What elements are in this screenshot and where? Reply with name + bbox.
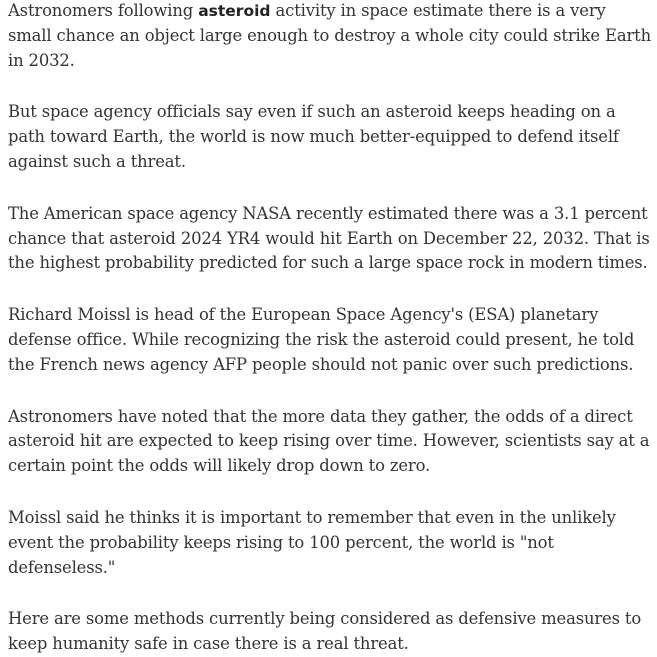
paragraph-defense-readiness: But space agency officials say even if s…: [8, 102, 619, 171]
paragraph-nasa-estimate: The American space agency NASA recently …: [8, 203, 650, 273]
paragraph-intro: Astronomers following asteroid activity …: [8, 0, 651, 73]
keyword-asteroid-link[interactable]: asteroid: [198, 2, 271, 20]
paragraph-odds-trend: Astronomers have noted that the more dat…: [8, 406, 650, 476]
paragraph-intro-text-before: Astronomers following: [8, 1, 199, 20]
paragraph-esa-moissl: Richard Moissl is head of the European S…: [8, 305, 635, 374]
paragraph-intro-text-after: activity in space estimate there is a ve…: [8, 1, 651, 70]
paragraph-defense-methods: Here are some methods currently being co…: [8, 609, 642, 654]
paragraph-not-defenseless: Moissl said he thinks it is important to…: [8, 507, 616, 577]
